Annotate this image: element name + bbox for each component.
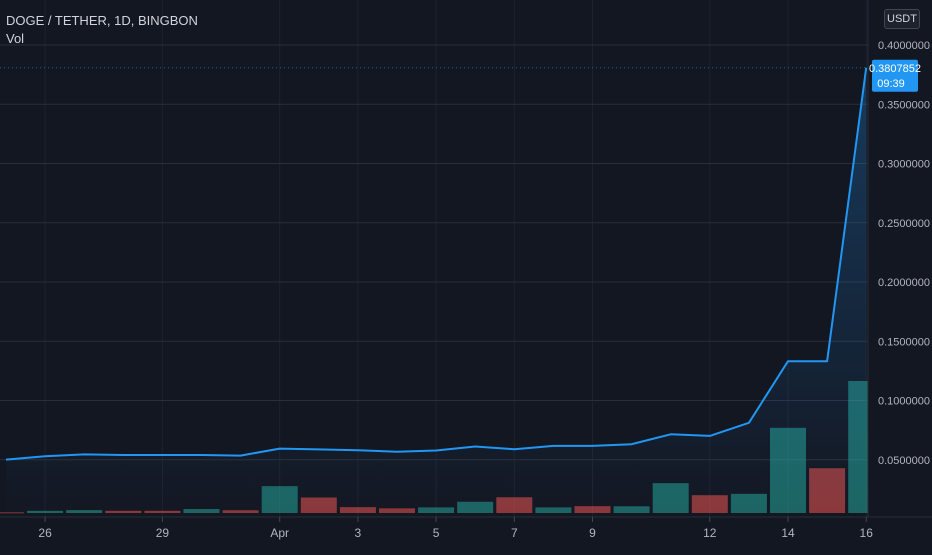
x-tick-label-2: Apr [270,526,289,540]
x-tick-label-0: 26 [38,526,52,540]
x-tick-label-7: 12 [703,526,717,540]
last-price-value: 0.3807852 [869,63,921,75]
x-tick-label-9: 16 [860,526,874,540]
y-tick-label-4: 0.2500000 [878,218,930,230]
y-tick-label-3: 0.2000000 [878,277,930,289]
y-tick-label-0: 0.0500000 [878,455,930,467]
chart-legend: DOGE / TETHER, 1D, BINGBON Vol [6,12,198,48]
last-price-tag: 0.3807852 09:39 [0,60,921,92]
x-tick-label-4: 5 [433,526,440,540]
currency-unit-button[interactable]: USDT [884,9,920,29]
x-tick-label-6: 9 [589,526,596,540]
y-tick-label-1: 0.1000000 [878,396,930,408]
y-tick-label-2: 0.1500000 [878,336,930,348]
x-tick-label-5: 7 [511,526,518,540]
indicator-label-vol[interactable]: Vol [6,30,198,48]
bar-countdown: 09:39 [877,78,905,90]
x-tick-label-8: 14 [781,526,795,540]
x-tick-label-3: 3 [355,526,362,540]
y-tick-label-6: 0.3500000 [878,99,930,111]
symbol-title: DOGE / TETHER, 1D, BINGBON [6,12,198,30]
y-tick-label-7: 0.4000000 [878,40,930,52]
y-tick-label-5: 0.3000000 [878,159,930,171]
x-tick-label-1: 29 [156,526,170,540]
